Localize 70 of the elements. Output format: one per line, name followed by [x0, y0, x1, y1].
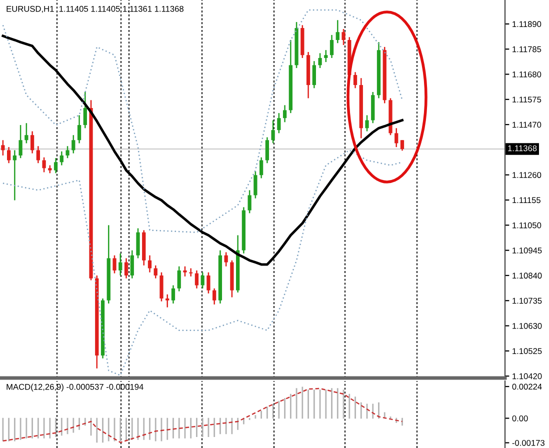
candlestick	[148, 254, 152, 273]
y-tick-label: 1.10840	[512, 272, 542, 279]
y-tick-label: 1.11155	[512, 197, 540, 204]
candlestick	[12, 150, 16, 201]
y-tick-label: 1.10735	[512, 298, 542, 304]
candlestick	[318, 52, 322, 69]
candlestick	[200, 272, 204, 290]
candlestick	[171, 284, 176, 304]
candlestick	[224, 252, 228, 267]
candlestick	[183, 266, 187, 278]
candlestick	[18, 124, 22, 159]
y-tick-label: 1.11680	[512, 71, 542, 78]
candlestick	[189, 268, 193, 278]
candlestick	[77, 114, 82, 144]
y-tick-label: 1.11470	[512, 122, 542, 128]
candlestick	[42, 156, 46, 173]
y-tick-label: 0.00224	[512, 384, 542, 390]
y-tick-label: 1.11050	[512, 222, 542, 228]
y-tick-label: 1.10420	[512, 373, 542, 380]
candlestick	[1, 140, 5, 156]
y-tick-label: 1.11260	[512, 172, 542, 178]
candlestick	[83, 91, 87, 129]
candlestick	[194, 270, 199, 290]
candlestick	[166, 294, 170, 308]
candlestick	[265, 136, 269, 164]
candlestick	[130, 250, 134, 279]
candlestick	[30, 130, 34, 154]
candlestick	[154, 264, 158, 279]
candlestick	[336, 19, 340, 44]
candlestick	[24, 122, 28, 144]
y-tick-label: -0.00173	[512, 440, 544, 446]
candlestick	[36, 145, 40, 164]
candlestick	[330, 34, 334, 59]
candlestick	[72, 134, 76, 154]
candlestick	[177, 266, 181, 292]
candlestick	[248, 190, 252, 214]
candlestick	[365, 114, 369, 132]
candlestick	[254, 170, 258, 199]
candlestick	[312, 60, 316, 89]
y-tick-label: 1.11575	[512, 96, 542, 103]
candlestick	[282, 104, 287, 123]
candlestick	[160, 272, 164, 302]
y-tick-label: 1.10945	[512, 248, 542, 254]
line-series	[2, 150, 403, 376]
candlestick	[394, 128, 398, 148]
candlestick	[60, 150, 64, 166]
candlestick	[118, 252, 122, 276]
candlestick	[277, 112, 281, 134]
candlestick	[271, 120, 275, 144]
candlestick	[124, 258, 128, 279]
ref-line-label: 1.11368	[508, 145, 537, 152]
candlestick	[6, 146, 11, 164]
candlestick	[342, 28, 346, 46]
candlestick	[212, 288, 216, 306]
y-tick-label: 1.10525	[512, 348, 542, 354]
y-tick-label: 1.11890	[512, 21, 542, 28]
candlestick	[54, 157, 58, 174]
candlestick	[259, 156, 264, 179]
y-tick-label: 1.11785	[512, 46, 542, 52]
candlestick	[136, 228, 140, 259]
candlestick	[66, 145, 70, 159]
candlestick	[112, 254, 116, 274]
candlestick	[353, 71, 358, 89]
candlestick	[400, 140, 404, 152]
chart-title: MACD(12,26,9) -0.000537 -0.000194	[6, 384, 144, 392]
candlestick	[206, 272, 210, 294]
text: EURUSD,H1 1.11405 1.11405 1.11361 1.11368	[6, 6, 184, 13]
y-tick-label: 0.00	[512, 415, 528, 422]
y-tick-label: 1.10630	[512, 322, 542, 329]
candlestick	[324, 49, 328, 63]
